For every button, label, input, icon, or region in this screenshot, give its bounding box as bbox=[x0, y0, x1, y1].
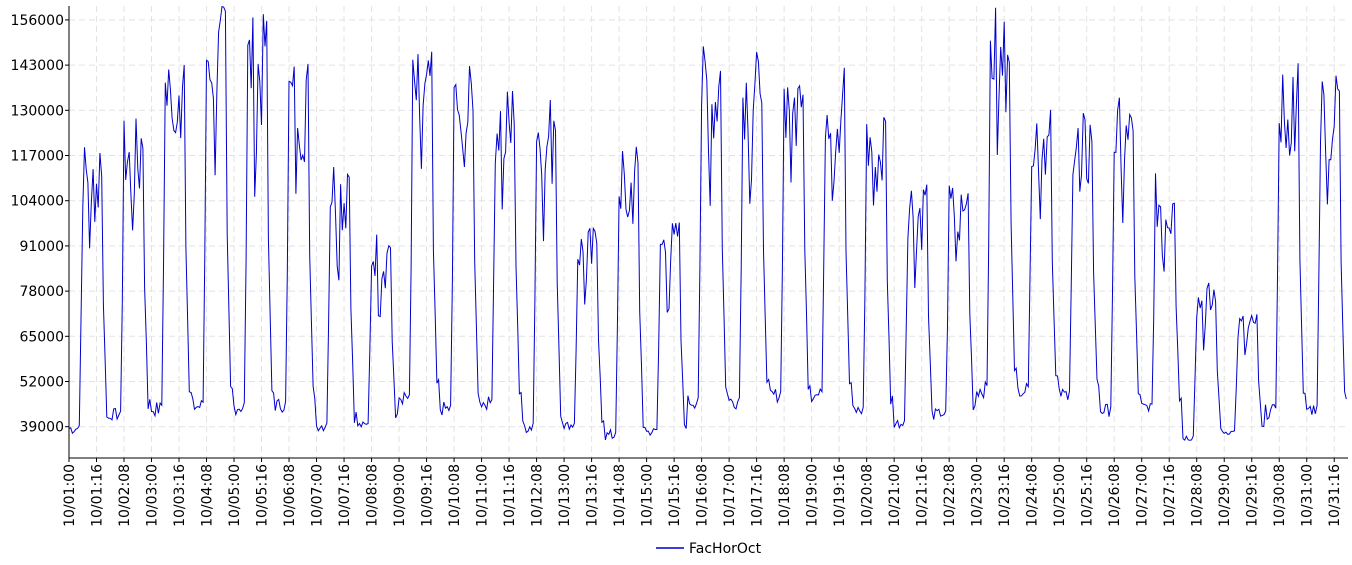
y-tick-label: 117000 bbox=[11, 149, 64, 165]
x-tick-label: 10/19:00 bbox=[805, 464, 821, 527]
x-tick-label: 10/07:16 bbox=[337, 464, 353, 527]
x-tick-label: 10/09:00 bbox=[392, 464, 408, 527]
x-tick-label: 10/12:08 bbox=[530, 464, 546, 527]
x-tick-label: 10/29:16 bbox=[1245, 464, 1261, 527]
x-tick-label: 10/11:00 bbox=[475, 464, 491, 527]
x-tick-label: 10/08:08 bbox=[365, 464, 381, 527]
x-tick-label: 10/01:16 bbox=[90, 464, 106, 527]
x-tick-label: 10/25:16 bbox=[1080, 464, 1096, 527]
x-tick-label: 10/24:08 bbox=[1025, 464, 1041, 527]
x-tick-label: 10/15:00 bbox=[640, 464, 656, 527]
x-tick-label: 10/10:08 bbox=[447, 464, 463, 527]
x-tick-label: 10/27:16 bbox=[1162, 464, 1178, 527]
x-tick-label: 10/18:08 bbox=[777, 464, 793, 527]
legend-label: FacHorOct bbox=[689, 541, 762, 557]
y-tick-label: 156000 bbox=[11, 13, 64, 29]
x-tick-label: 10/26:08 bbox=[1107, 464, 1123, 527]
x-tick-label: 10/20:08 bbox=[860, 464, 876, 527]
x-tick-label: 10/17:00 bbox=[722, 464, 738, 527]
x-tick-label: 10/13:00 bbox=[557, 464, 573, 527]
x-tick-label: 10/07:00 bbox=[310, 464, 326, 527]
series-group bbox=[68, 5, 1347, 441]
x-tick-label: 10/14:08 bbox=[612, 464, 628, 527]
y-tick-label: 78000 bbox=[19, 284, 64, 300]
x-tick-label: 10/04:08 bbox=[200, 464, 216, 527]
x-tick-label: 10/05:00 bbox=[227, 464, 243, 527]
x-tick-label: 10/16:08 bbox=[695, 464, 711, 527]
y-tick-label: 143000 bbox=[11, 58, 64, 74]
grid-lines bbox=[68, 6, 1348, 458]
x-axis-ticks: 10/01:00 10/01:16 10/02:08 10/03:00 10/03:16… bbox=[62, 458, 1343, 527]
x-tick-label: 10/29:00 bbox=[1217, 464, 1233, 527]
x-tick-label: 10/23:00 bbox=[970, 464, 986, 527]
x-tick-label: 10/22:08 bbox=[942, 464, 958, 527]
x-tick-label: 10/31:16 bbox=[1327, 464, 1343, 527]
x-tick-label: 10/25:00 bbox=[1052, 464, 1068, 527]
x-tick-label: 10/06:08 bbox=[282, 464, 298, 527]
x-tick-label: 10/02:08 bbox=[117, 464, 133, 527]
x-tick-label: 10/27:00 bbox=[1135, 464, 1151, 527]
x-tick-label: 10/21:16 bbox=[915, 464, 931, 527]
x-tick-label: 10/05:16 bbox=[255, 464, 271, 527]
x-tick-label: 10/03:16 bbox=[172, 464, 188, 527]
y-tick-label: 52000 bbox=[19, 375, 64, 391]
x-tick-label: 10/19:16 bbox=[832, 464, 848, 527]
y-tick-label: 91000 bbox=[19, 239, 64, 255]
y-axis-ticks: 39000 52000 65000 78000 91000 104000 117000 130… bbox=[11, 13, 69, 436]
y-tick-label: 65000 bbox=[19, 329, 64, 345]
x-tick-label: 10/23:16 bbox=[997, 464, 1013, 527]
x-tick-label: 10/15:16 bbox=[667, 464, 683, 527]
x-tick-label: 10/21:00 bbox=[887, 464, 903, 527]
x-tick-label: 10/28:08 bbox=[1190, 464, 1206, 527]
x-tick-label: 10/30:08 bbox=[1272, 464, 1288, 527]
y-tick-label: 39000 bbox=[19, 420, 64, 436]
x-tick-label: 10/01:00 bbox=[62, 464, 78, 527]
x-tick-label: 10/31:00 bbox=[1300, 464, 1316, 527]
series-line-fachoroct bbox=[68, 5, 1347, 441]
x-tick-label: 10/13:16 bbox=[585, 464, 601, 527]
x-tick-label: 10/17:16 bbox=[750, 464, 766, 527]
y-tick-label: 104000 bbox=[11, 194, 64, 210]
legend: FacHorOct bbox=[656, 541, 762, 557]
x-tick-label: 10/11:16 bbox=[502, 464, 518, 527]
y-tick-label: 130000 bbox=[11, 103, 64, 119]
x-tick-label: 10/09:16 bbox=[420, 464, 436, 527]
x-tick-label: 10/03:00 bbox=[145, 464, 161, 527]
